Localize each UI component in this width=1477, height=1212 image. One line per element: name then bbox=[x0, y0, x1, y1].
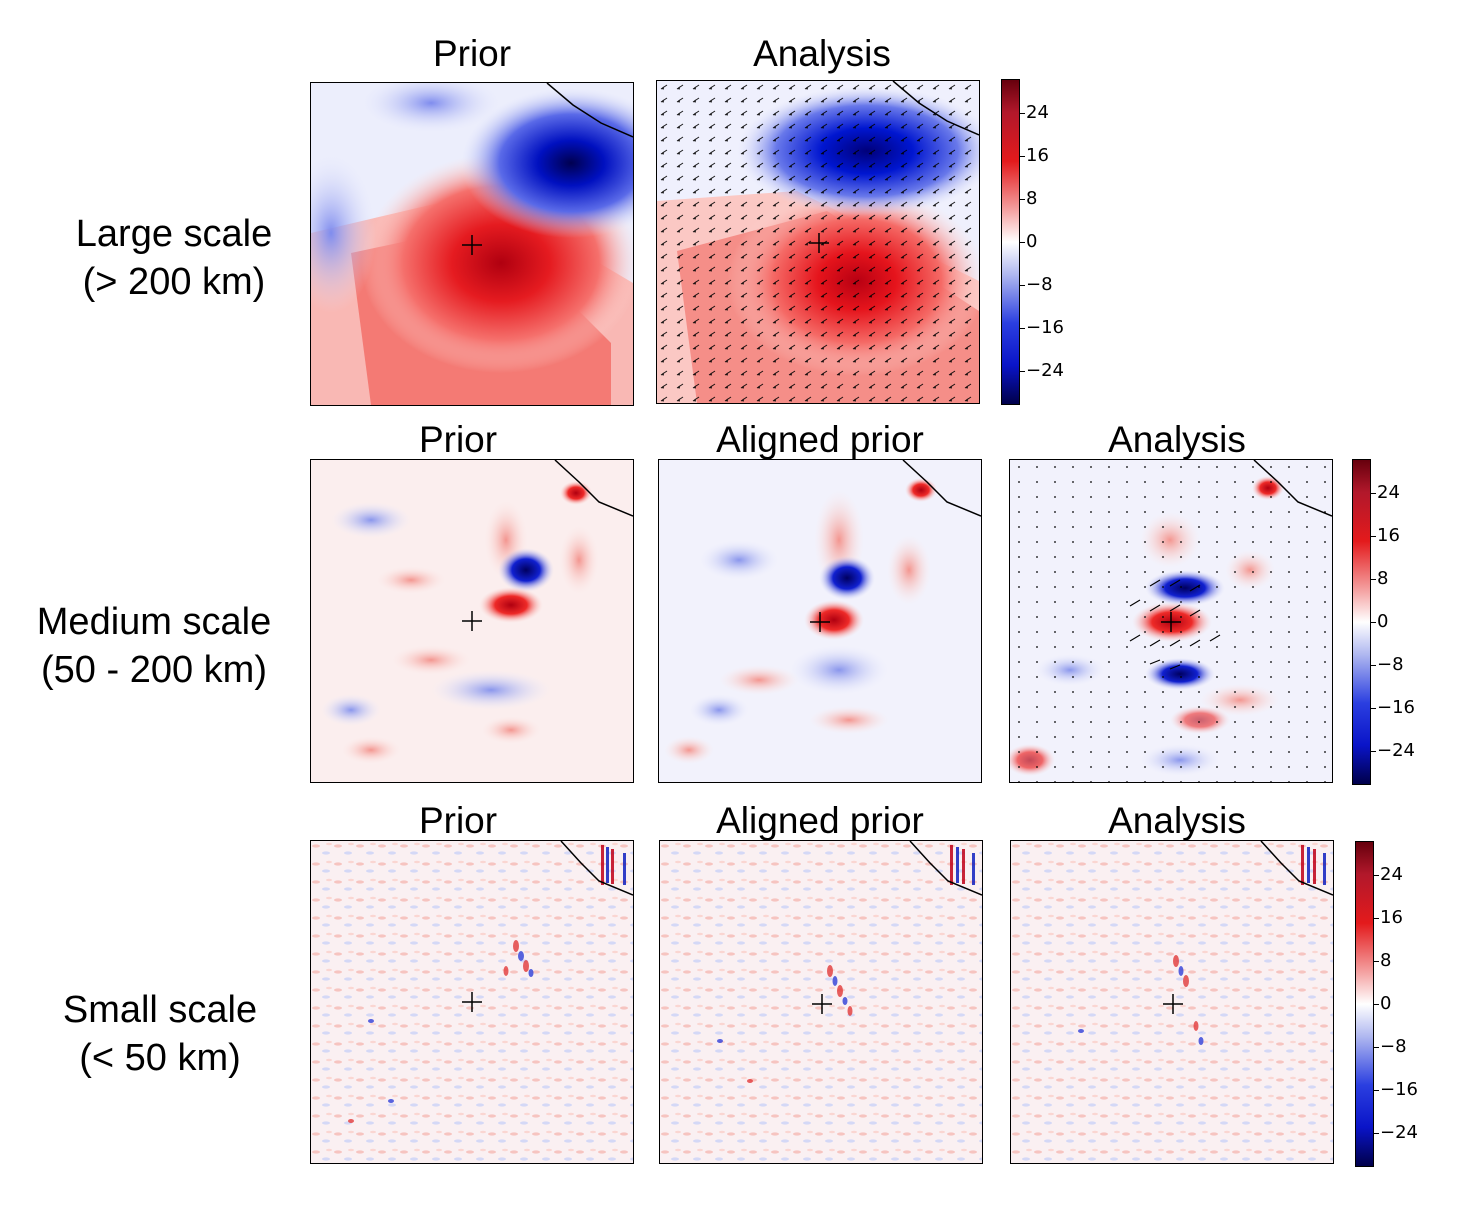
cbar-medium-tick-24: 24 bbox=[1371, 482, 1400, 503]
title-small-prior: Prior bbox=[418, 800, 498, 841]
row-label-large-line2: (> 200 km) bbox=[82, 261, 266, 303]
row-label-medium: Medium scale (50 - 200 km) bbox=[20, 598, 288, 694]
cbar-medium-tick-m8: −8 bbox=[1371, 654, 1404, 675]
colorbar-large bbox=[1001, 79, 1020, 405]
cbar-small-tick-0: 0 bbox=[1373, 993, 1392, 1014]
cbar-large-tick-8: 8 bbox=[1019, 188, 1038, 209]
cbar-small-tick-m16: −16 bbox=[1374, 1079, 1418, 1100]
colorbar-small bbox=[1355, 841, 1374, 1167]
cbar-large-tick-0: 0 bbox=[1019, 231, 1038, 252]
plus-marker-icon bbox=[462, 235, 482, 255]
title-large-analysis: Analysis bbox=[753, 33, 891, 74]
row-label-small-line2: (< 50 km) bbox=[79, 1037, 241, 1079]
plus-marker-icon bbox=[1163, 994, 1183, 1014]
cbar-large-tick-16: 16 bbox=[1020, 145, 1049, 166]
plus-marker-icon bbox=[1161, 612, 1181, 632]
panel-small-prior bbox=[310, 840, 634, 1164]
cbar-medium-tick-16: 16 bbox=[1371, 525, 1400, 546]
title-medium-aligned: Aligned prior bbox=[716, 419, 924, 460]
row-label-medium-line1: Medium scale bbox=[36, 601, 272, 643]
title-medium-prior: Prior bbox=[418, 419, 498, 460]
cbar-small-tick-m24: −24 bbox=[1374, 1122, 1418, 1143]
row-label-medium-line2: (50 - 200 km) bbox=[41, 649, 267, 691]
title-medium-analysis: Analysis bbox=[1108, 419, 1246, 460]
cbar-small-tick-8: 8 bbox=[1373, 950, 1392, 971]
row-label-large-line1: Large scale bbox=[75, 213, 273, 255]
panel-medium-analysis bbox=[1009, 459, 1333, 783]
plus-marker-icon bbox=[462, 992, 482, 1012]
cbar-large-tick-m24: −24 bbox=[1020, 360, 1064, 381]
cbar-large-tick-m8: −8 bbox=[1020, 274, 1053, 295]
cbar-medium-tick-m16: −16 bbox=[1371, 697, 1415, 718]
cbar-large-tick-24: 24 bbox=[1020, 102, 1049, 123]
plus-marker-icon bbox=[810, 612, 830, 632]
plus-marker-icon bbox=[462, 611, 482, 631]
cbar-small-tick-m8: −8 bbox=[1374, 1036, 1407, 1057]
panel-medium-prior bbox=[310, 459, 634, 783]
cbar-small-tick-16: 16 bbox=[1374, 907, 1403, 928]
cbar-large-tick-m16: −16 bbox=[1020, 317, 1064, 338]
row-label-small: Small scale (< 50 km) bbox=[40, 986, 280, 1082]
colorbar-medium bbox=[1352, 459, 1371, 785]
cbar-small-tick-24: 24 bbox=[1374, 864, 1403, 885]
cbar-medium-tick-m24: −24 bbox=[1371, 740, 1415, 761]
arrow-icon bbox=[657, 81, 979, 403]
panel-large-analysis bbox=[656, 80, 980, 404]
cbar-medium-tick-8: 8 bbox=[1370, 568, 1389, 589]
panel-small-analysis bbox=[1010, 840, 1334, 1164]
plus-marker-icon bbox=[812, 994, 832, 1014]
panel-medium-aligned bbox=[658, 459, 982, 783]
row-label-small-line1: Small scale bbox=[62, 989, 258, 1031]
title-small-analysis: Analysis bbox=[1108, 800, 1246, 841]
row-label-large: Large scale (> 200 km) bbox=[52, 210, 296, 306]
title-large-prior: Prior bbox=[432, 33, 512, 74]
title-small-aligned: Aligned prior bbox=[716, 800, 924, 841]
cbar-medium-tick-0: 0 bbox=[1370, 611, 1389, 632]
panel-large-prior bbox=[310, 82, 634, 406]
panel-small-aligned bbox=[659, 840, 983, 1164]
arrow-icon bbox=[1129, 579, 1221, 670]
plus-marker-icon bbox=[809, 233, 829, 253]
